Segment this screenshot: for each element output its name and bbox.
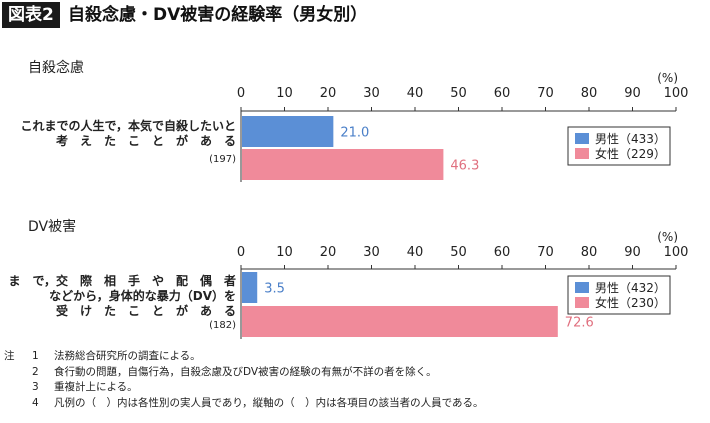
note-row: 注 1 法務総合研究所の調査による。 [4, 349, 704, 365]
category-label: これまでの人生で，本気で自殺したいと [20, 118, 236, 133]
unit-label: (%) [657, 71, 678, 85]
note-row: 3 重複計上による。 [4, 380, 704, 396]
x-tick-label: 20 [320, 86, 337, 101]
x-tick-label: 60 [494, 245, 511, 260]
x-tick-label: 20 [320, 245, 337, 260]
notes: 注 1 法務総合研究所の調査による。 2 食行動の問題，自傷行為，自殺念慮及びD… [4, 349, 704, 411]
x-tick-label: 40 [407, 245, 424, 260]
section-title: DV被害 [28, 219, 76, 235]
figure-title: 自殺念慮・DV被害の経験率（男女別） [68, 5, 368, 25]
x-tick-label: 30 [363, 245, 380, 260]
note-text: 凡例の（ ）内は各性別の実人員であり，縦軸の（ ）内は各項目の該当者の人員である… [54, 396, 484, 409]
charts: 自殺念慮(%)0 10 20 30 40 50 60 70 80 90 100これまでの人生で，本気… [0, 59, 688, 339]
bar [242, 272, 258, 303]
bar-value-label: 21.0 [340, 126, 369, 141]
note-number: 3 [32, 381, 39, 393]
x-tick-label: 90 [624, 86, 641, 101]
x-tick-label: 80 [581, 245, 598, 260]
legend-label: 男性（433） [595, 132, 666, 146]
note-text: 重複計上による。 [54, 381, 138, 393]
note-row: 2 食行動の問題，自傷行為，自殺念慮及びDV被害の経験の有無が不詳の者を除く。 [4, 365, 704, 381]
chart-section: DV被害 (%) 0 10 20 30 40 50 60 70 80 90 100 こ れ ま で，交 際… [0, 219, 688, 339]
bar [242, 116, 334, 147]
note-number: 4 [32, 396, 39, 409]
title-bar: 図表2 自殺念慮・DV被害の経験率（男女別） [0, 0, 710, 30]
note-text: 法務総合研究所の調査による。 [54, 350, 201, 362]
section-title: 自殺念慮 [28, 59, 84, 76]
x-tick-label: 70 [537, 86, 554, 101]
x-tick-label: 10 [276, 245, 293, 260]
category-count: (197) [209, 154, 236, 165]
x-tick-label: 10 [276, 86, 293, 101]
category-label: こ れ ま で，交 際 相 手 や 配 偶 者 [0, 273, 236, 288]
legend-swatch [575, 282, 589, 293]
x-tick-label: 40 [407, 86, 424, 101]
category-count: (182) [209, 320, 236, 331]
x-tick-label: 0 [237, 245, 245, 260]
bar-value-label: 3.5 [264, 282, 285, 297]
legend-swatch [575, 148, 589, 159]
note-number: 2 [32, 365, 39, 378]
unit-label: (%) [657, 230, 678, 244]
bar-value-label: 72.6 [565, 316, 594, 331]
legend-swatch [575, 133, 589, 144]
x-tick-label: 60 [494, 86, 511, 101]
figure-label: 図表2 [2, 2, 60, 28]
x-tick-label: 80 [581, 86, 598, 101]
legend-label: 男性（432） [595, 281, 666, 295]
legend-swatch [575, 297, 589, 308]
note-number: 1 [32, 350, 39, 362]
x-tick-label: 90 [624, 245, 641, 260]
x-tick-label: 30 [363, 86, 380, 101]
note-text: 食行動の問題，自傷行為，自殺念慮及びDV被害の経験の有無が不詳の者を除く。 [54, 365, 437, 378]
legend-label: 女性（229） [595, 146, 666, 161]
category-label: 受 け た こ と が あ る [56, 303, 236, 318]
x-tick-label: 70 [537, 245, 554, 260]
chart-section: 自殺念慮 (%) 0 10 20 30 40 50 60 70 80 90 100 これまでの人生で，本気… [20, 59, 688, 182]
bar [242, 306, 558, 337]
note-row: 4 凡例の（ ）内は各性別の実人員であり，縦軸の（ ）内は各項目の該当者の人員で… [4, 396, 704, 412]
note-prefix: 注 [4, 350, 15, 362]
x-tick-label: 50 [450, 86, 467, 101]
x-tick-label: 100 [664, 245, 689, 260]
category-label: などから，身体的な暴力（DV）を [49, 288, 236, 303]
x-tick-label: 0 [237, 86, 245, 101]
x-tick-label: 50 [450, 245, 467, 260]
legend-label: 女性（230） [595, 295, 666, 310]
x-tick-label: 100 [664, 86, 689, 101]
bar-value-label: 46.3 [450, 159, 479, 174]
bar [242, 149, 444, 180]
category-label: 考 え た こ と が あ る [56, 133, 236, 148]
